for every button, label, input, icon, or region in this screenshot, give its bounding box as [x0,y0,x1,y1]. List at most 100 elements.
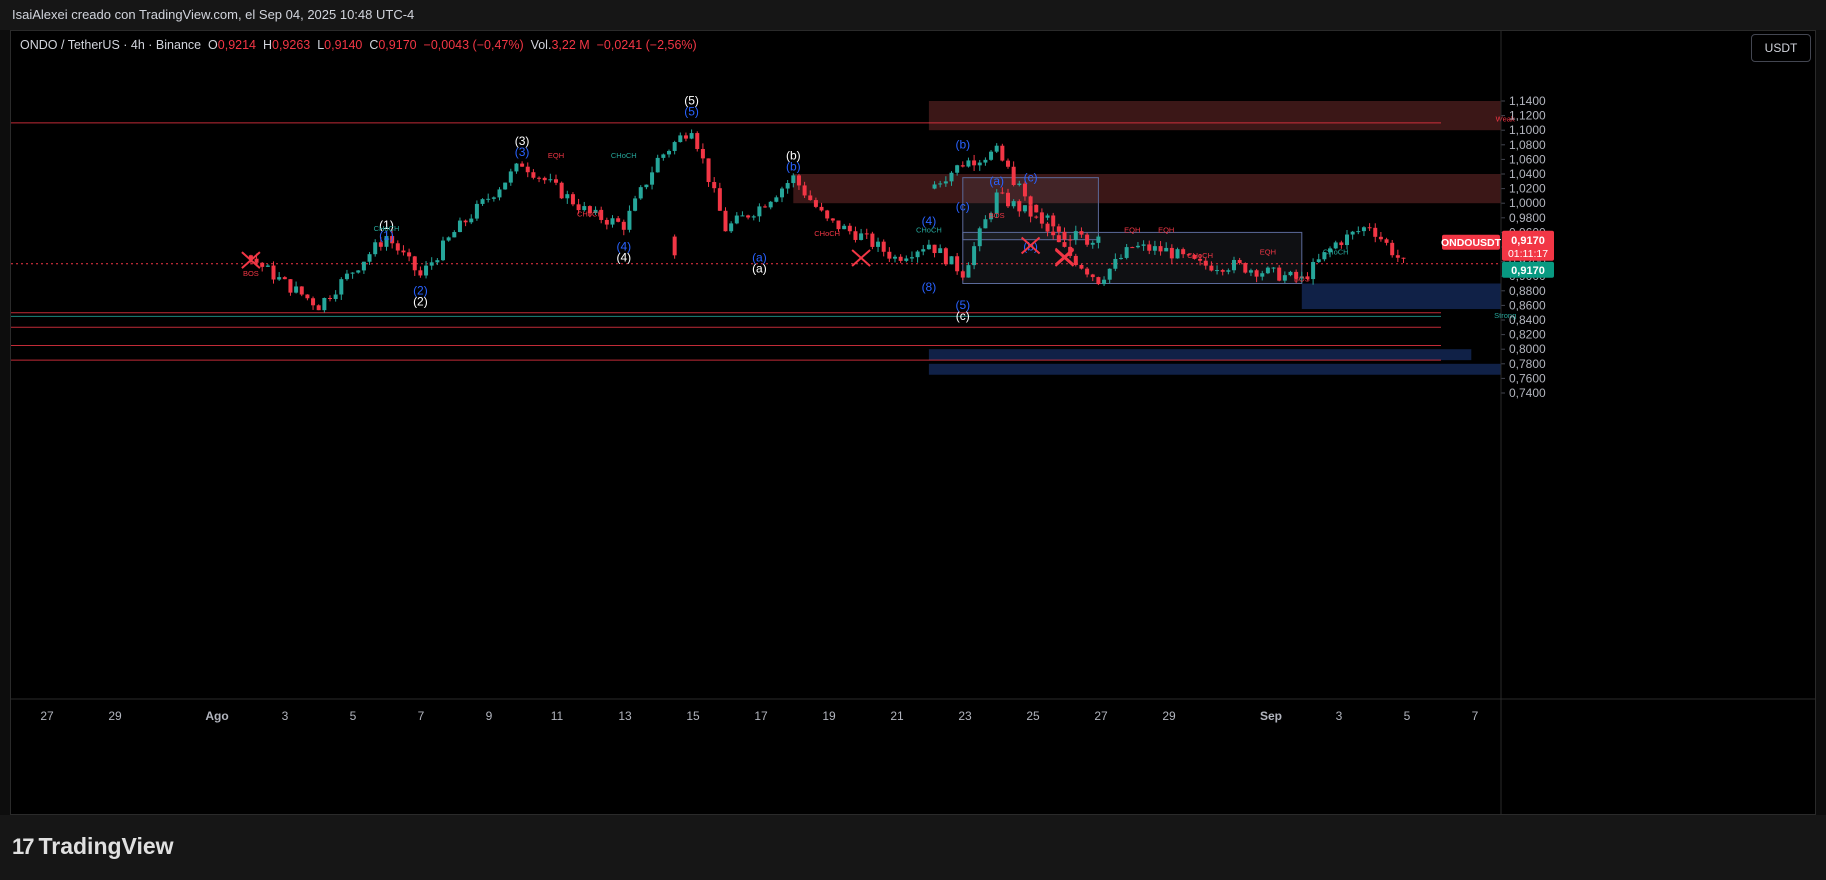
candle-body [712,182,717,189]
x-tick-label-11: 19 [822,709,836,723]
candle-body [1028,205,1033,217]
cross-mark-1 [241,251,261,269]
wave-label-3: (1) [379,229,394,243]
candle-body [909,257,914,259]
candle-body [825,210,830,219]
candle-body [977,162,982,166]
candle-body [565,194,570,199]
candle-body [1277,267,1282,281]
candle-body [322,297,327,311]
chart-area[interactable]: (b) (c) (1) (1) (2) (2) (3) (3) (4) (4) (5) (5) (a)(… [10,30,1816,815]
candle-body [1226,270,1231,272]
candle-body [531,172,536,178]
cross-mark-2 [851,249,871,267]
candle-body [1169,247,1174,259]
attribution-header: IsaiAlexei creado con TradingView.com, e… [0,0,1826,30]
candle-body [746,215,751,218]
candle-body [582,206,587,211]
candle-body [1073,231,1078,240]
candle-body [1192,254,1197,259]
candle-body [1367,227,1372,229]
candle-body [977,228,982,247]
candle-body [254,258,259,263]
wave-label-4: (2) [413,283,428,297]
wave-label-15: (b) [786,159,801,173]
candle-body [1068,239,1073,241]
candle-body [627,210,632,230]
x-tick-label-7: 11 [551,709,564,723]
candle-body [932,184,937,189]
candle-body [960,271,965,278]
candle-body [859,233,864,240]
candle-body [717,188,722,211]
candle-body [763,206,768,208]
candle-body [1254,270,1259,277]
candle-body [813,200,818,207]
candle-body [463,220,468,223]
open-label: O [208,38,218,52]
candle-body [333,294,338,299]
wave-label-14: (b) [786,148,801,162]
candle-body [350,272,355,274]
candle-body [633,198,638,211]
candle-body [1220,270,1225,272]
candle-body [926,244,931,250]
candle-body [943,181,948,184]
zone-demand-6 [928,349,1472,361]
candle-body [384,236,389,247]
candle-body [876,241,881,247]
candle-body [966,160,971,167]
candle-body [672,142,677,151]
candle-body [1135,245,1140,248]
candle-body [1011,201,1016,207]
candle-body [356,270,361,273]
candle-body [678,135,683,143]
volume-value: 3,22 M [551,38,590,52]
candle-body [1186,254,1191,256]
smc-label-6: CHoCH [814,229,840,238]
candle-body [503,182,508,190]
candle-body [418,270,423,276]
last-price-badge [1502,230,1554,261]
candle-body [328,297,332,299]
candle-body [1152,246,1157,251]
y-tick-label-2: 1,1000 [1509,123,1546,137]
candle-body [412,256,417,271]
candle-body [1141,244,1146,246]
candle-body [757,206,762,217]
candle-body [1384,239,1389,243]
candle-body [1294,271,1299,279]
candle-body [830,218,835,221]
candle-body [373,242,378,255]
candle-body [1158,246,1163,252]
tradingview-brand[interactable]: 17 TradingView [12,833,174,860]
candle-body [836,220,841,230]
x-tick-label-19: 5 [1404,709,1411,723]
candle-body [367,254,372,262]
candle-body [1130,247,1135,249]
smc-label-11: EQH [1260,247,1276,256]
tradingview-logo-icon: 17 [12,833,35,859]
price-chart[interactable]: (b)(c)(1)(1)(2)(2)(3)(3)(4)(4)(5)(5)(a)(… [11,31,1815,814]
candle-body [661,154,666,158]
currency-button[interactable]: USDT [1751,34,1811,62]
wave-label-12: (a) [752,251,767,265]
x-tick-label-20: 7 [1472,709,1479,723]
smc-label-7: CHoCH [916,225,942,234]
x-tick-label-0: 27 [40,709,54,723]
candle-body [1345,234,1349,246]
wave-label-5: (2) [413,294,428,308]
wave-label-21: (c) [1024,170,1038,184]
candle-body [1175,249,1180,259]
zone-range-3 [962,231,1303,284]
candle-body [401,250,406,253]
candle-body [1203,260,1208,266]
candle-body [898,256,903,261]
smc-label-0: BOS [989,211,1005,220]
candle-body [390,236,395,244]
candle-body [864,233,869,235]
candle-body [599,209,604,220]
candle-body [1085,268,1090,275]
close-label: C [369,38,379,52]
zone-demand-5 [928,363,1501,375]
